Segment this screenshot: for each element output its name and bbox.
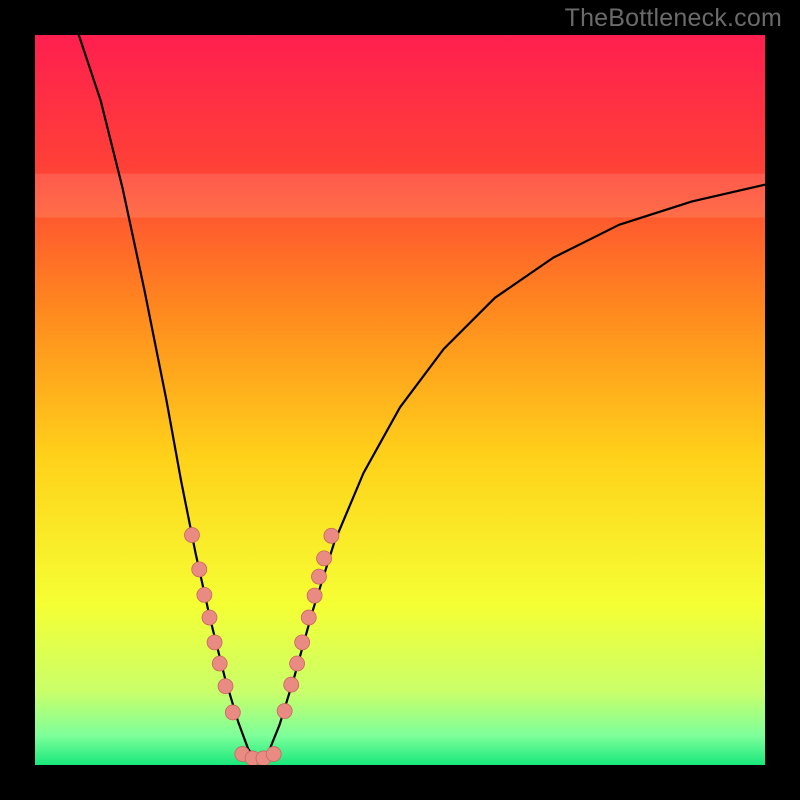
curve-marker [225, 705, 240, 720]
chart-stage: TheBottleneck.com [0, 0, 800, 800]
faint-highlight-band [35, 174, 765, 218]
curve-marker [212, 656, 227, 671]
curve-marker [324, 528, 339, 543]
bottleneck-chart [0, 0, 800, 800]
curve-marker [311, 569, 326, 584]
curve-marker [277, 703, 292, 718]
curve-marker [202, 610, 217, 625]
watermark-text: TheBottleneck.com [565, 4, 782, 33]
plot-background [35, 35, 765, 765]
curve-marker [192, 562, 207, 577]
curve-marker [317, 551, 332, 566]
curve-marker [207, 635, 222, 650]
curve-marker [266, 747, 281, 762]
curve-marker [218, 679, 233, 694]
curve-marker [197, 587, 212, 602]
curve-marker [290, 656, 305, 671]
curve-marker [184, 528, 199, 543]
curve-marker [307, 588, 322, 603]
curve-marker [284, 677, 299, 692]
curve-marker [301, 610, 316, 625]
x-axis-notch [255, 765, 261, 777]
curve-marker [295, 635, 310, 650]
